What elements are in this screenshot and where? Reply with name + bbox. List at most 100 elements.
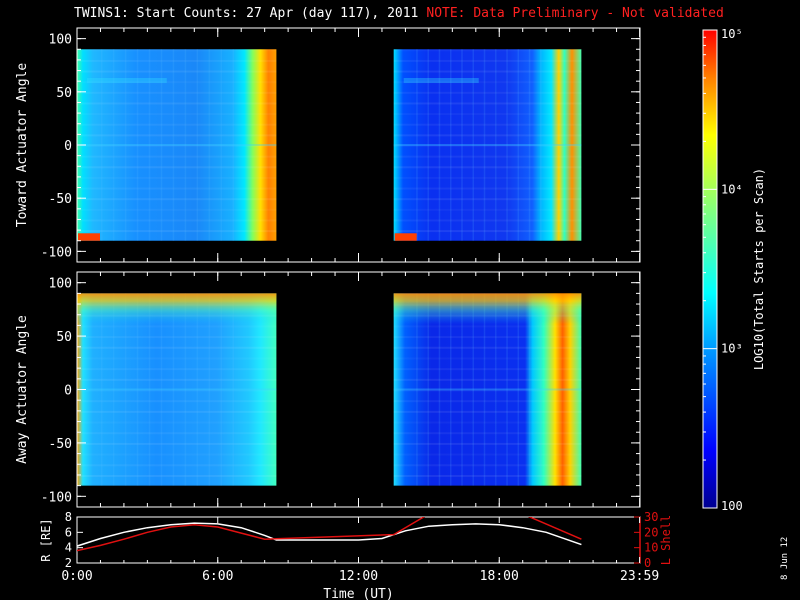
orbit-left-ytick-label: 6 <box>65 525 72 539</box>
orbit-right-ytick-label: 10 <box>644 541 658 555</box>
colorbar-tick-label: 10⁴ <box>721 182 743 196</box>
toward-heatmap-band <box>393 113 582 116</box>
toward-heatmap-band <box>77 198 277 201</box>
toward-heatmap-streak <box>148 49 151 241</box>
footer-date: 8 Jun 12 <box>780 537 790 580</box>
xlabel: Time (UT) <box>323 587 393 600</box>
l-shell-series-line <box>77 517 582 552</box>
xtick-label: 0:00 <box>61 569 92 584</box>
toward-heatmap-band <box>393 208 582 211</box>
toward-heatmap-block-2 <box>393 49 582 241</box>
toward-heatmap-band <box>77 81 277 84</box>
orbit-right-ytick-label: 20 <box>644 525 658 539</box>
toward-heatmap-band <box>77 230 277 233</box>
toward-heatmap-streak <box>220 49 223 241</box>
colorbar-gradient <box>702 29 718 509</box>
title-note: NOTE: Data Preliminary - Not validated <box>426 6 724 21</box>
colorbar-tick-label: 10³ <box>721 342 743 356</box>
toward-heatmap-band <box>393 176 582 179</box>
xtick-label: 23:59 <box>620 569 659 584</box>
r-re-series-line <box>77 522 582 547</box>
toward-heatmap-band <box>77 70 277 73</box>
toward-heatmap-band <box>77 102 277 105</box>
orbit-left-ylabel: R [RE] <box>39 518 53 561</box>
toward-heatmap-band <box>77 91 277 94</box>
toward-heatmap-band <box>77 166 277 169</box>
toward-heatmap-streak <box>506 49 508 241</box>
toward-heatmap-band <box>393 230 582 233</box>
toward-heatmap-streak <box>517 49 520 241</box>
toward-heatmap-streak <box>100 49 103 241</box>
toward-heatmap-band <box>77 59 277 62</box>
colorbar-label: LOG10(Total Starts per Scan) <box>752 168 766 370</box>
toward-heatmap-streak <box>416 49 418 241</box>
away-ylabel: Away Actuator Angle <box>15 315 30 464</box>
colorbar-tick-label: 10⁵ <box>721 27 743 41</box>
toward-zero-angle-band <box>77 144 277 146</box>
toward-heatmap-streak <box>427 49 429 241</box>
toward-heatmap-band <box>393 102 582 105</box>
toward-heatmap-streak <box>208 49 211 241</box>
colorbar-tick-label: 100 <box>721 499 743 513</box>
xtick-label: 18:00 <box>480 569 519 584</box>
toward-ytick-label: -100 <box>41 245 72 260</box>
away-ytick-label: -100 <box>41 490 72 505</box>
toward-heatmap-streak <box>196 49 199 241</box>
toward-heatmap-band <box>77 123 277 126</box>
title-main: TWINS1: Start Counts: 27 Apr (day 117), … <box>74 6 419 21</box>
toward-heatmap-band <box>393 187 582 190</box>
orbit-right-ytick-label: 30 <box>644 510 658 524</box>
toward-heatmap-streak <box>540 49 542 241</box>
orbit-left-ytick-label: 2 <box>65 556 72 570</box>
toward-heatmap-band <box>393 59 582 62</box>
toward-heatmap-band <box>77 219 277 222</box>
toward-heatmap-band <box>393 198 582 201</box>
toward-heatmap-band <box>393 70 582 73</box>
toward-heatmap-band <box>77 155 277 158</box>
toward-heatmap-band <box>393 155 582 158</box>
toward-heatmap-streak <box>184 49 187 241</box>
away-top-edge-band <box>77 293 277 486</box>
orbit-right-ylabel: L Shell <box>659 515 673 566</box>
toward-heatmap-band <box>393 81 582 84</box>
toward-heatmap-streak <box>160 49 163 241</box>
axes-layer: 100 50 0 -50 -100 Toward Actuator Angle 100 50 0… <box>15 27 641 508</box>
toward-heatmap-streak <box>124 49 127 241</box>
toward-heatmap-streak <box>112 49 115 241</box>
toward-heatmap-streak <box>461 49 463 241</box>
toward-hot-spot <box>394 233 417 241</box>
toward-heatmap-band <box>393 145 582 147</box>
xtick-label: 12:00 <box>339 569 378 584</box>
heatmap-layer <box>77 49 582 486</box>
toward-ytick-label: 100 <box>49 33 72 48</box>
toward-heatmap-band <box>77 145 277 147</box>
toward-heatmap-band <box>77 208 277 211</box>
chart-title: TWINS1: Start Counts: 27 Apr (day 117), … <box>74 6 724 21</box>
toward-heatmap-streak <box>438 49 441 241</box>
away-ytick-label: 50 <box>56 330 72 345</box>
toward-heatmap-band <box>393 134 582 137</box>
toward-heatmap-streak <box>483 49 486 241</box>
away-ytick-label: 0 <box>64 384 72 399</box>
toward-band-60 <box>403 77 479 83</box>
toward-ytick-label: -50 <box>49 192 72 207</box>
toward-heatmap-band <box>393 219 582 222</box>
colorbar: 100 10³ 10⁴ 10⁵ LOG10(Total Starts per Scan) <box>702 27 766 513</box>
toward-zero-angle-band <box>393 144 582 146</box>
toward-heatmap-streak <box>495 49 497 241</box>
away-top-edge-band <box>393 293 582 486</box>
orbit-left-ytick-label: 4 <box>65 541 72 555</box>
toward-heatmap-band <box>77 134 277 137</box>
away-ytick-label: -50 <box>49 437 72 452</box>
toward-heatmap-band <box>393 123 582 126</box>
toward-ylabel: Toward Actuator Angle <box>15 63 30 228</box>
toward-heatmap-band <box>77 176 277 179</box>
toward-heatmap-band <box>393 91 582 94</box>
toward-heatmap-streak <box>172 49 175 241</box>
xtick-label: 6:00 <box>202 569 233 584</box>
toward-band-60 <box>87 77 167 83</box>
toward-ytick-label: 50 <box>56 86 72 101</box>
away-ytick-label: 100 <box>49 277 72 292</box>
toward-heatmap-band <box>77 113 277 116</box>
